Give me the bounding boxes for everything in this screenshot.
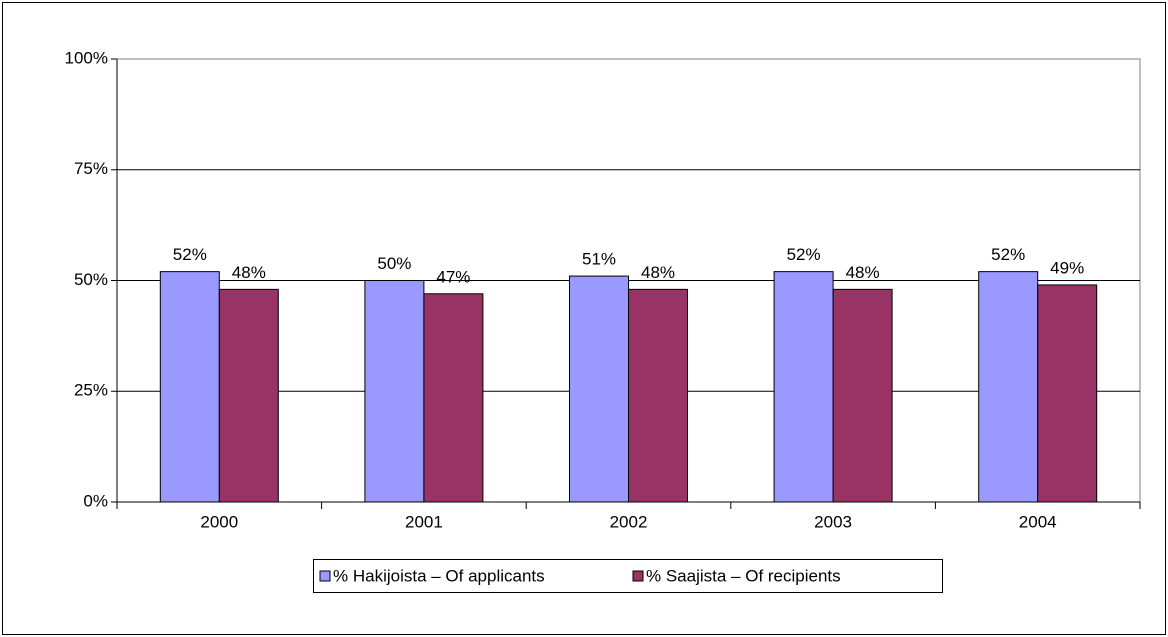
bar <box>159 271 220 503</box>
bar <box>569 275 629 503</box>
legend-box <box>313 559 943 593</box>
bar <box>978 271 1039 503</box>
value-label: 47% <box>436 267 470 286</box>
legend-swatch <box>632 570 644 582</box>
value-label: 52% <box>991 245 1025 264</box>
x-tick-label: 2001 <box>405 512 443 531</box>
bar <box>1037 284 1098 503</box>
legend-swatch <box>319 570 331 582</box>
value-label: 51% <box>582 250 616 269</box>
value-label: 52% <box>173 245 207 264</box>
bar <box>773 271 834 503</box>
y-tick-label: 75% <box>74 159 108 178</box>
value-label: 48% <box>641 263 675 282</box>
y-tick-label: 100% <box>65 48 108 67</box>
y-tick-label: 25% <box>74 381 108 400</box>
bar <box>832 288 893 503</box>
bar <box>218 288 279 503</box>
bar <box>628 288 688 503</box>
value-label: 48% <box>846 263 880 282</box>
legend-label: % Saajista – Of recipients <box>646 566 841 585</box>
x-tick-label: 2000 <box>200 512 238 531</box>
bar <box>364 280 425 503</box>
x-tick-label: 2003 <box>814 512 852 531</box>
y-tick-label: 0% <box>83 491 108 510</box>
x-tick-label: 2004 <box>1019 512 1057 531</box>
bar <box>423 293 484 503</box>
x-tick-label: 2002 <box>610 512 648 531</box>
value-label: 50% <box>377 254 411 273</box>
value-label: 52% <box>787 245 821 264</box>
legend-label: % Hakijoista – Of applicants <box>333 566 545 585</box>
value-label: 49% <box>1050 258 1084 277</box>
value-label: 48% <box>232 263 266 282</box>
y-tick-label: 50% <box>74 270 108 289</box>
